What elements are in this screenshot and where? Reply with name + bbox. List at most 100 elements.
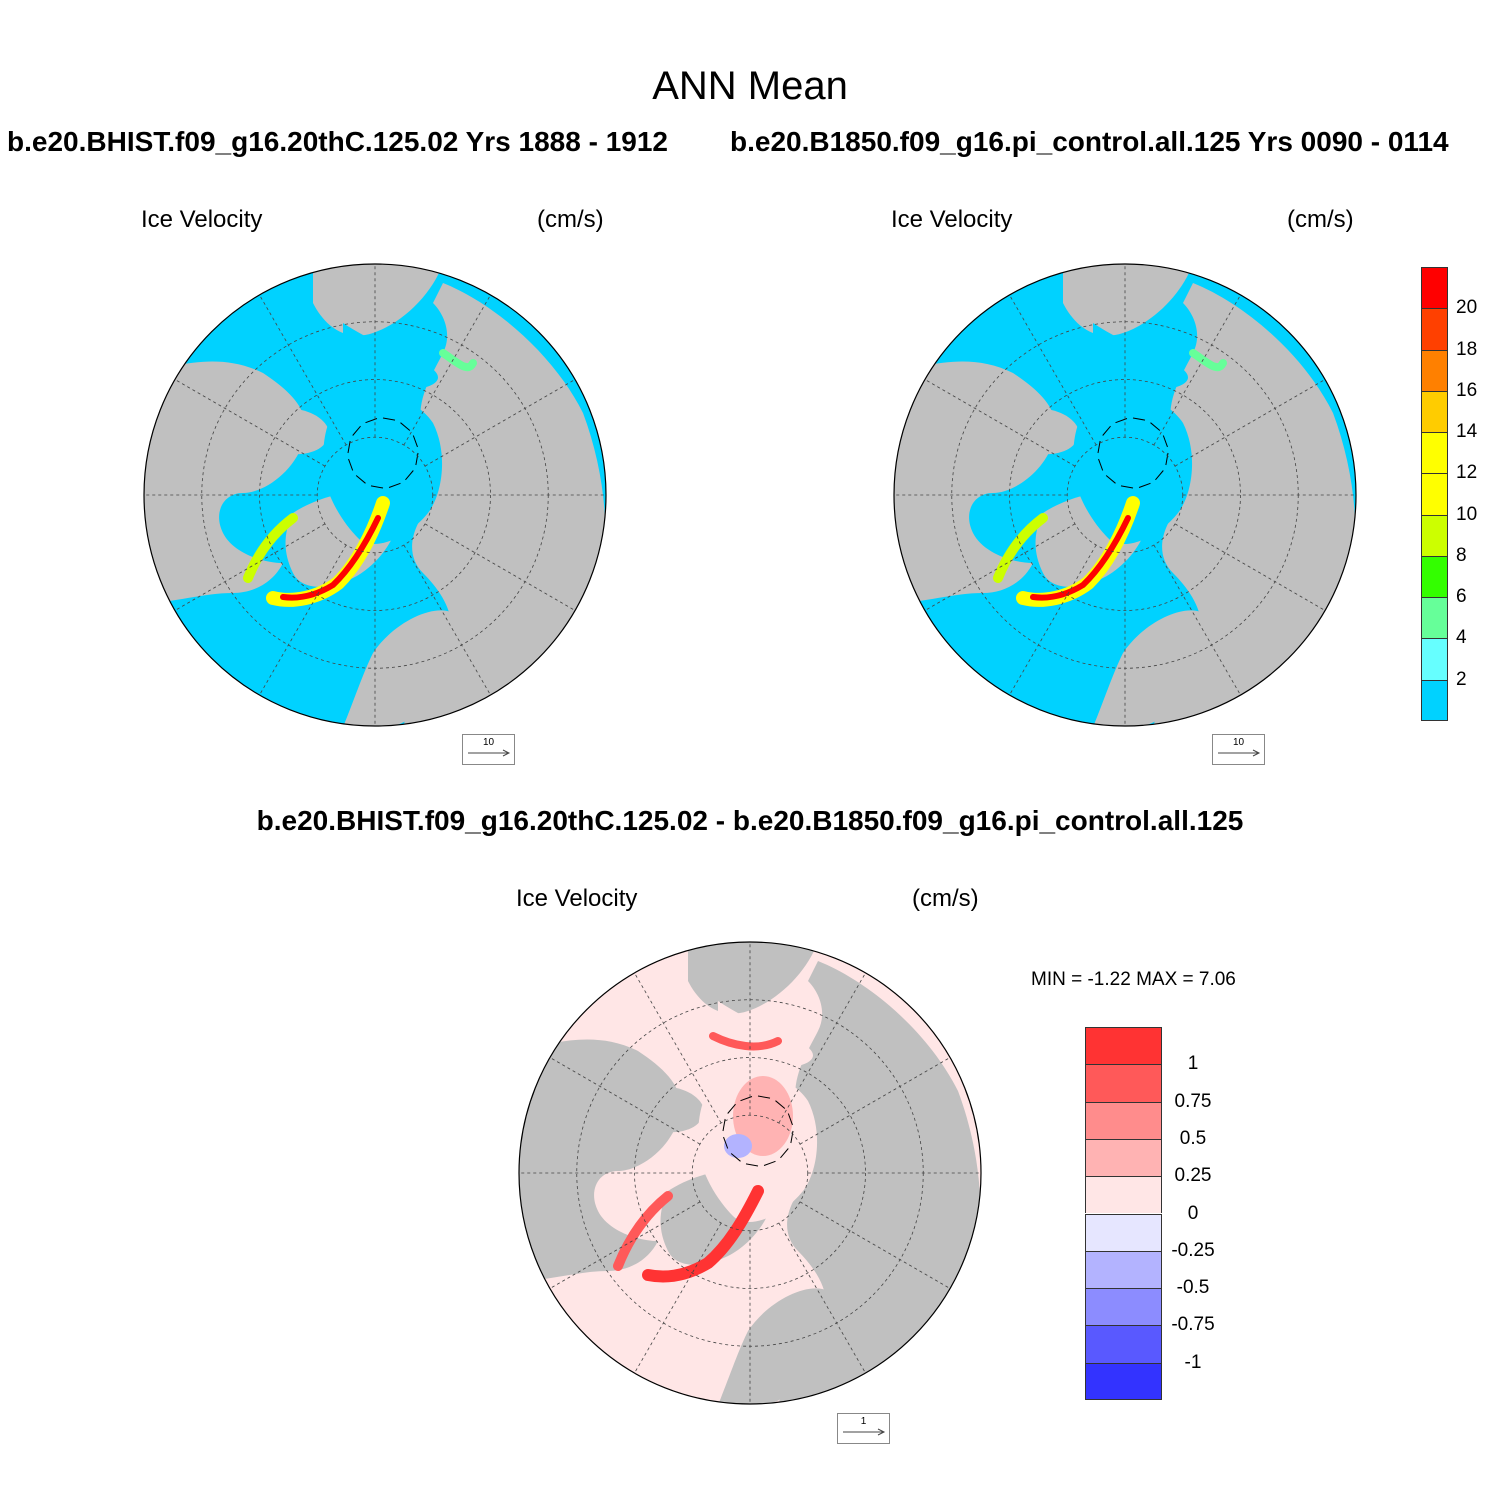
- main-colorbar-swatch: [1421, 679, 1448, 721]
- figure-title: ANN Mean: [652, 64, 848, 108]
- diff-colorbar-swatch: [1085, 1027, 1162, 1065]
- meridian-line: [924, 523, 1076, 611]
- main-colorbar-swatch: [1421, 267, 1448, 309]
- bering-sea: [1093, 323, 1188, 388]
- meridian-line: [403, 544, 491, 696]
- land-mass: [627, 1086, 704, 1133]
- velocity-arrow: [382, 417, 396, 421]
- main-colorbar-swatch: [1421, 597, 1448, 639]
- diff-colorbar-tick-label: 1: [1187, 1053, 1199, 1075]
- diff-vector-reference-label: 1: [860, 1416, 867, 1427]
- velocity-arrow: [412, 435, 418, 448]
- latitude-circle: [1009, 379, 1241, 611]
- meridian-line: [778, 1222, 866, 1374]
- arctic-basin: [323, 394, 443, 544]
- main-colorbar-tick-label: 6: [1456, 586, 1467, 608]
- velocity-arrow: [388, 482, 401, 488]
- land-mass: [1093, 610, 1214, 726]
- velocity-arrow: [745, 1163, 759, 1167]
- land-mass: [688, 942, 818, 1014]
- meridian-line: [1174, 379, 1326, 467]
- bering-flow: [439, 349, 477, 372]
- main-colorbar-swatch: [1421, 349, 1448, 391]
- velocity-arrow: [415, 452, 419, 466]
- main-colorbar-tick-label: 10: [1456, 503, 1478, 525]
- velocity-arrow: [787, 1113, 793, 1126]
- meridian-line: [778, 972, 866, 1124]
- arrow-icon: [843, 1428, 886, 1436]
- panel2-vector-reference: 10: [1212, 734, 1265, 765]
- meridian-line: [1153, 544, 1241, 696]
- arctic-basin: [1073, 394, 1193, 544]
- diff-bering-positive: [709, 1032, 782, 1051]
- meridian-line: [259, 544, 347, 696]
- meridian-line: [924, 379, 1076, 467]
- latitude-circle: [259, 379, 491, 611]
- velocity-arrow: [1120, 485, 1134, 489]
- panel2-field-label: Ice Velocity: [891, 206, 1013, 233]
- diff-colorbar-swatch: [1085, 1288, 1162, 1326]
- meridian-line: [799, 1057, 951, 1145]
- main-colorbar-swatch: [1421, 432, 1448, 474]
- map-border: [893, 263, 1357, 727]
- diff-title: b.e20.BHIST.f09_g16.20thC.125.02 - b.e20…: [256, 805, 1244, 836]
- velocity-arrow: [727, 1103, 736, 1114]
- diff-colorbar-tick-label: 0.5: [1179, 1127, 1207, 1149]
- bering-sea: [718, 1001, 813, 1066]
- velocity-arrow: [1155, 470, 1164, 481]
- meridian-line: [1009, 544, 1097, 696]
- baffin-current: [993, 513, 1048, 583]
- main-colorbar-tick-label: 18: [1456, 338, 1478, 360]
- arrow-icon: [468, 749, 511, 757]
- velocity-arrow: [722, 1118, 726, 1132]
- meridian-line: [634, 1222, 722, 1374]
- velocity-arrow: [730, 1153, 741, 1162]
- velocity-arrow: [1132, 417, 1146, 421]
- map-border: [143, 263, 607, 727]
- meridian-line: [174, 523, 326, 611]
- diff-colorbar-tick-label: 0: [1187, 1202, 1199, 1224]
- panel1-field-label: Ice Velocity: [141, 206, 263, 233]
- velocity-arrow: [723, 1136, 729, 1149]
- main-colorbar-swatch: [1421, 473, 1448, 515]
- velocity-arrow: [780, 1148, 789, 1159]
- meridian-line: [549, 1057, 701, 1145]
- diff-colorbar-tick-label: -0.75: [1171, 1314, 1215, 1336]
- main-colorbar-swatch: [1421, 308, 1448, 350]
- meridian-line: [634, 972, 722, 1124]
- diff-colorbar-swatch: [1085, 1064, 1162, 1102]
- baffin-current: [243, 513, 298, 583]
- diff-gyre-positive: [733, 1076, 793, 1156]
- land-mass: [1002, 408, 1079, 455]
- diff-vector-reference: 1: [837, 1413, 890, 1444]
- meridian-line: [549, 1201, 701, 1289]
- east-greenland-current-core: [1030, 515, 1131, 601]
- diff-units-label: (cm/s): [912, 885, 979, 912]
- velocity-arrow: [763, 1160, 776, 1166]
- meridian-line: [174, 379, 326, 467]
- velocity-arrow: [355, 475, 366, 484]
- diff-colorbar-swatch: [1085, 1213, 1162, 1251]
- bering-sea: [343, 323, 438, 388]
- main-colorbar-tick-label: 8: [1456, 544, 1467, 566]
- land-mass: [313, 264, 443, 336]
- main-colorbar-tick-label: 12: [1456, 462, 1478, 484]
- diff-colorbar-swatch: [1085, 1176, 1162, 1214]
- map-border: [518, 941, 982, 1405]
- velocity-arrow: [775, 1100, 786, 1109]
- diff-colorbar-swatch: [1085, 1250, 1162, 1289]
- velocity-arrow: [757, 1095, 771, 1099]
- diff-colorbar-tick-label: -1: [1184, 1351, 1202, 1373]
- diff-colorbar-swatch: [1085, 1138, 1162, 1177]
- velocity-arrow: [1097, 440, 1101, 454]
- velocity-arrow: [347, 440, 351, 454]
- panel1-vector-reference-label: 10: [482, 737, 495, 748]
- land-mass: [252, 408, 329, 455]
- meridian-line: [1174, 523, 1326, 611]
- meridian-line: [403, 294, 491, 446]
- main-colorbar-tick-label: 2: [1456, 668, 1467, 690]
- diff-colorbar-tick-label: -0.5: [1176, 1277, 1210, 1299]
- land-mass: [343, 610, 464, 726]
- main-colorbar-swatch: [1421, 555, 1448, 598]
- panel2-units-label: (cm/s): [1287, 206, 1354, 233]
